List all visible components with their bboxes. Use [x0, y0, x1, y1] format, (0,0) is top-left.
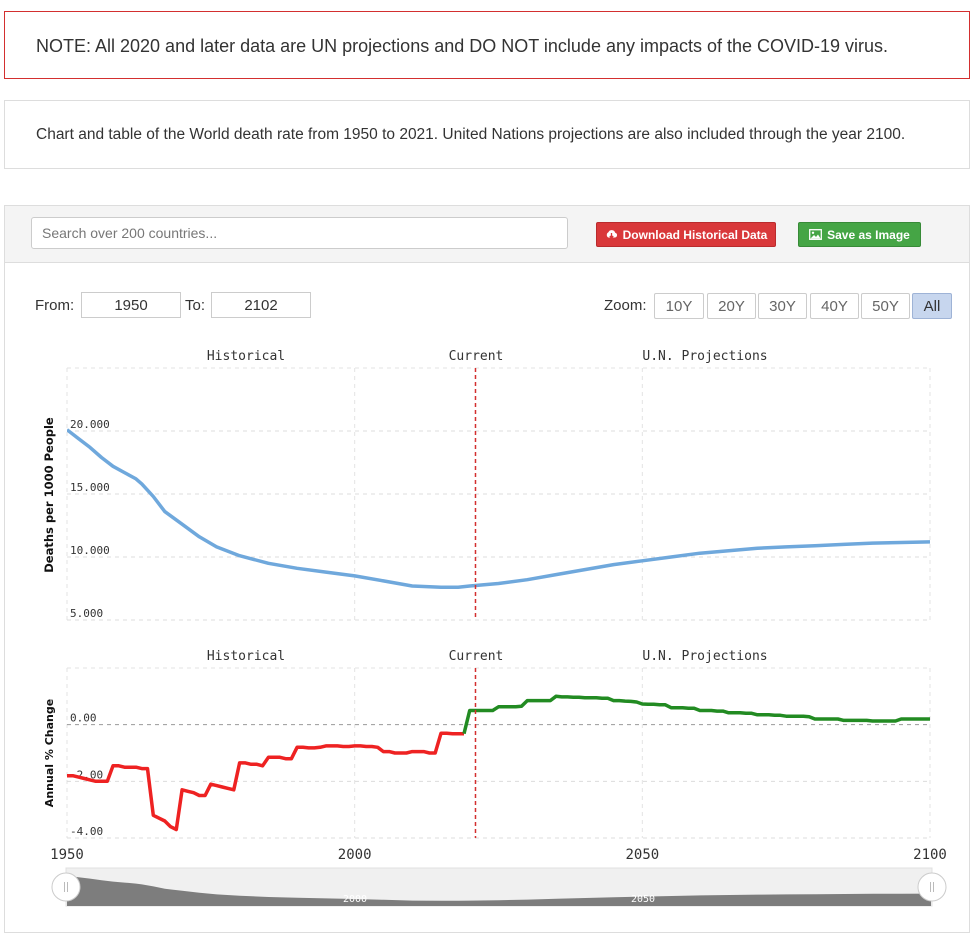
- navigator-label-2050: 2050: [631, 894, 655, 905]
- annual-change-positive-segment: [464, 696, 930, 733]
- top-band-current-label: Current: [449, 349, 504, 364]
- x-axis-ticks: 1950 2000 2050 2100: [50, 847, 947, 863]
- bottom-band-projections-label: U.N. Projections: [642, 649, 767, 664]
- x-tick-label: 1950: [50, 847, 84, 863]
- top-y-tick-label: 20.000: [70, 418, 110, 431]
- top-y-axis-title: Deaths per 1000 People: [42, 417, 56, 573]
- navigator-right-handle[interactable]: [918, 873, 946, 901]
- top-band-historical-label: Historical: [207, 349, 285, 364]
- top-y-tick-label: 15.000: [70, 481, 110, 494]
- top-y-tick-label: 5.000: [70, 607, 103, 620]
- navigator-left-handle[interactable]: [52, 873, 80, 901]
- bottom-band-current-label: Current: [449, 649, 504, 664]
- bottom-band-historical-label: Historical: [207, 649, 285, 664]
- death-rate-line: [67, 430, 930, 588]
- x-tick-label: 2050: [625, 847, 659, 863]
- x-tick-label: 2100: [913, 847, 947, 863]
- navigator-label-2000: 2000: [343, 894, 367, 905]
- x-tick-label: 2000: [338, 847, 372, 863]
- range-navigator[interactable]: 2000 2050: [52, 868, 946, 906]
- bottom-y-tick-label: 0.00: [70, 712, 97, 725]
- bottom-y-axis-title: Annual % Change: [43, 699, 56, 807]
- bottom-y-tick-label: -4.00: [70, 825, 103, 838]
- chart-gridlines: [67, 368, 930, 838]
- top-y-tick-label: 10.000: [70, 544, 110, 557]
- annual-change-line: [67, 696, 930, 829]
- top-band-projections-label: U.N. Projections: [642, 349, 767, 364]
